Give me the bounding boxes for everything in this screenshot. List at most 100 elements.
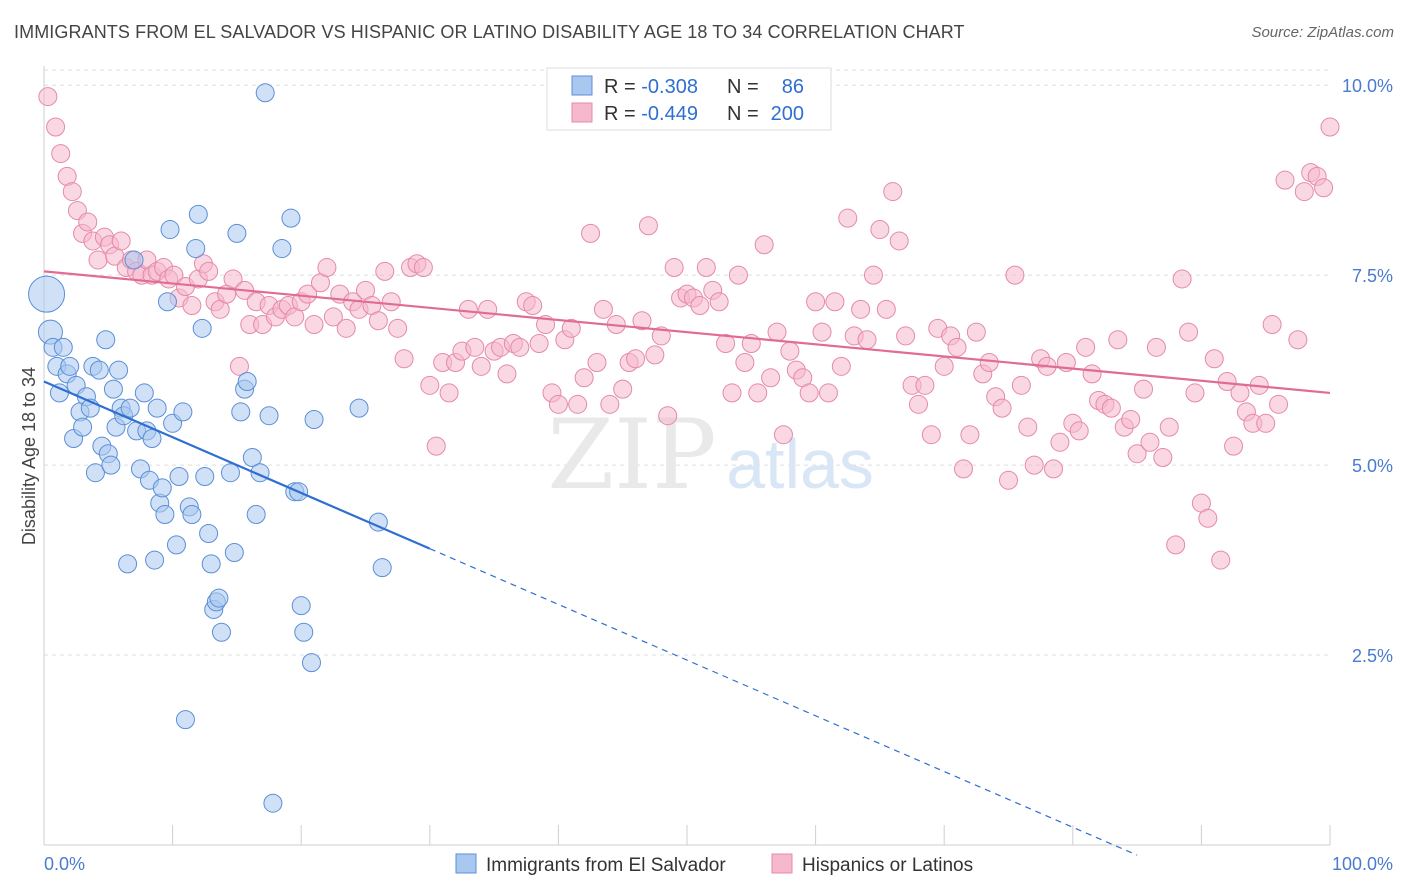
point-hispanic-185 [1198,508,1218,528]
point-hispanic-182 [1179,322,1199,342]
y-tick-labels: 2.5% 5.0% 7.5% 10.0% [1342,76,1393,666]
point-hispanic-109 [709,292,729,312]
point-el-salvador-50 [188,204,208,224]
point-hispanic-161 [1044,459,1064,479]
point-hispanic-65 [426,436,446,456]
point-hispanic-154 [999,470,1018,490]
point-el-salvador-58 [211,622,231,642]
svg-text:R = -0.308: R = -0.308 [604,76,698,98]
chart-title: IMMIGRANTS FROM EL SALVADOR VS HISPANIC … [14,22,965,42]
point-el-salvador-62 [231,402,251,422]
point-el-salvador-75 [291,596,311,616]
y-tick-label-1: 5.0% [1352,456,1393,476]
point-hispanic-94 [613,379,633,399]
point-hispanic-70 [458,299,478,319]
point-hispanic-51 [336,318,356,338]
point-el-salvador-0 [28,275,66,313]
point-hispanic-80 [523,296,543,316]
point-hispanic-45 [298,284,318,304]
trend-el-salvador-extension [429,548,1138,856]
point-hispanic-203 [1320,117,1340,137]
point-el-salvador-77 [301,653,321,673]
legend-r-label-2: R = [604,103,641,125]
point-hispanic-144 [934,356,954,376]
point-hispanic-46 [304,315,324,335]
point-hispanic-34 [229,356,249,376]
point-hispanic-57 [375,261,395,281]
watermark-zip: ZIP [547,399,716,511]
point-hispanic-58 [381,292,401,312]
legend-r-label-1: R = [604,76,641,98]
point-hispanic-97 [632,311,652,331]
point-hispanic-183 [1185,383,1205,403]
point-hispanic-138 [896,326,916,346]
point-hispanic-141 [915,375,935,395]
y-tick-label-2: 7.5% [1352,266,1393,286]
point-el-salvador-49 [186,239,206,259]
point-el-salvador-48 [182,504,202,524]
point-hispanic-86 [561,318,581,338]
point-hispanic-102 [664,258,684,278]
legend-swatch-blue [571,75,593,96]
point-hispanic-171 [1108,330,1128,350]
bottom-legend-swatch-pink [771,853,793,874]
point-hispanic-113 [735,353,755,373]
point-el-salvador-66 [246,504,266,524]
point-hispanic-67 [439,383,459,403]
point-el-salvador-71 [272,239,292,259]
point-hispanic-7 [78,212,98,232]
point-hispanic-29 [199,261,219,281]
point-hispanic-181 [1172,269,1192,289]
point-el-salvador-40 [157,292,177,312]
bottom-legend-label-1: Immigrants from El Salvador [486,855,726,876]
y-tick-label-0: 2.5% [1352,646,1393,666]
point-hispanic-100 [651,326,671,346]
point-hispanic-96 [626,349,646,369]
point-hispanic-178 [1153,448,1173,467]
point-hispanic-48 [317,258,337,278]
point-hispanic-76 [497,364,517,384]
point-el-salvador-20 [101,455,121,475]
point-el-salvador-35 [145,550,165,570]
point-el-salvador-57 [209,588,229,608]
point-hispanic-33 [223,269,243,289]
point-hispanic-91 [593,299,613,319]
point-hispanic-189 [1224,436,1244,456]
point-hispanic-137 [889,231,909,251]
point-hispanic-90 [587,353,607,373]
point-el-salvador-38 [152,478,172,498]
point-el-salvador-21 [103,379,123,399]
point-hispanic-177 [1146,337,1166,357]
point-hispanic-180 [1166,535,1186,555]
point-el-salvador-44 [169,466,189,486]
legend-swatch-pink [571,102,593,123]
point-hispanic-134 [870,220,890,240]
series-legend: Immigrants from El Salvador Hispanics or… [455,853,973,876]
svg-text:R = -0.449: R = -0.449 [604,103,698,125]
point-hispanic-89 [581,223,601,243]
point-el-salvador-54 [201,554,221,574]
axes [43,66,1331,846]
point-el-salvador-46 [175,710,195,730]
point-hispanic-1 [46,117,66,137]
legend-r-value-2: -0.449 [641,103,698,125]
point-hispanic-2 [51,144,71,164]
point-hispanic-142 [921,425,941,445]
point-hispanic-60 [394,349,414,369]
point-el-salvador-65 [242,448,262,467]
point-hispanic-71 [465,337,485,357]
series-el-salvador-points [28,83,392,813]
point-hispanic-26 [182,296,202,316]
point-el-salvador-15 [85,463,105,483]
point-hispanic-123 [799,383,819,403]
point-hispanic-125 [812,322,832,342]
point-hispanic-118 [767,322,787,342]
point-hispanic-81 [529,334,549,354]
point-hispanic-107 [696,258,716,278]
y-tick-label-3: 10.0% [1342,76,1393,96]
point-hispanic-179 [1159,417,1179,437]
point-el-salvador-27 [120,398,140,418]
point-el-salvador-16 [89,360,109,380]
point-hispanic-126 [818,383,838,403]
